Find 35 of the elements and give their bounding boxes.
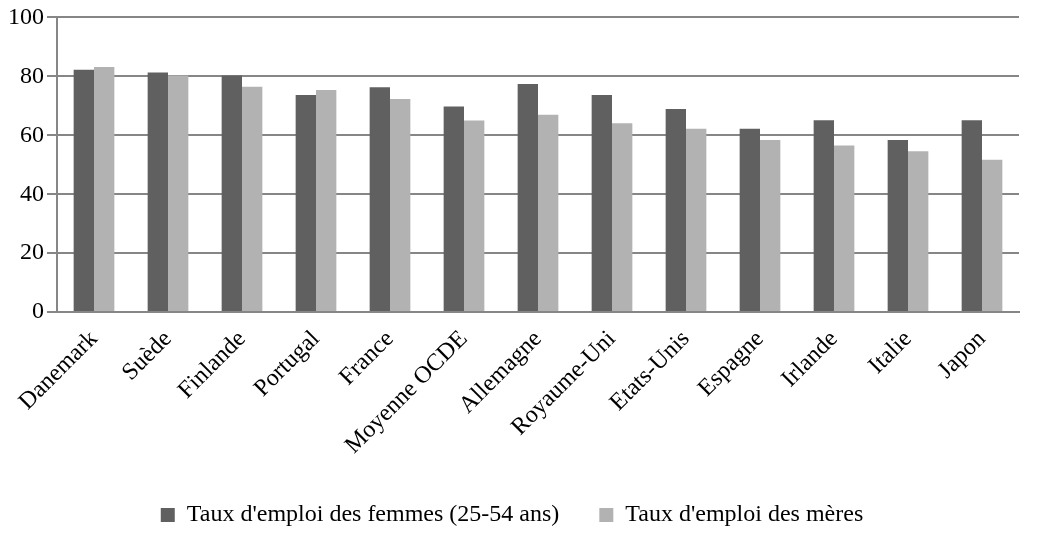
bar [369, 87, 390, 312]
bar [221, 75, 242, 312]
legend-label: Taux d'emploi des mères [625, 500, 864, 527]
y-tick-label: 20 [20, 238, 44, 265]
y-tick-label: 40 [20, 179, 44, 206]
bar [908, 151, 929, 312]
y-tick-label: 100 [8, 2, 44, 29]
bar [147, 72, 168, 312]
bar [834, 145, 855, 312]
y-tick-label: 80 [20, 61, 44, 88]
y-tick-label: 60 [20, 120, 44, 147]
bar [813, 120, 834, 312]
bar [295, 94, 316, 312]
bar [686, 128, 707, 312]
bar [612, 123, 633, 312]
bar [73, 69, 94, 312]
y-tick-label: 0 [32, 297, 44, 324]
bar [982, 159, 1003, 312]
bar [390, 99, 411, 312]
bar [760, 140, 781, 312]
bar [887, 140, 908, 312]
bar [665, 109, 686, 312]
bar [94, 66, 115, 312]
x-tick-label: Italie [862, 324, 916, 379]
bar [242, 86, 263, 312]
bar [316, 89, 337, 312]
bar [168, 75, 189, 312]
bar [961, 120, 982, 312]
bar [591, 94, 612, 312]
bar [464, 120, 485, 312]
bar [538, 114, 559, 312]
bar [739, 128, 760, 312]
bar [517, 84, 538, 312]
bar [443, 106, 464, 312]
legend-label: Taux d'emploi des femmes (25-54 ans) [186, 500, 560, 527]
